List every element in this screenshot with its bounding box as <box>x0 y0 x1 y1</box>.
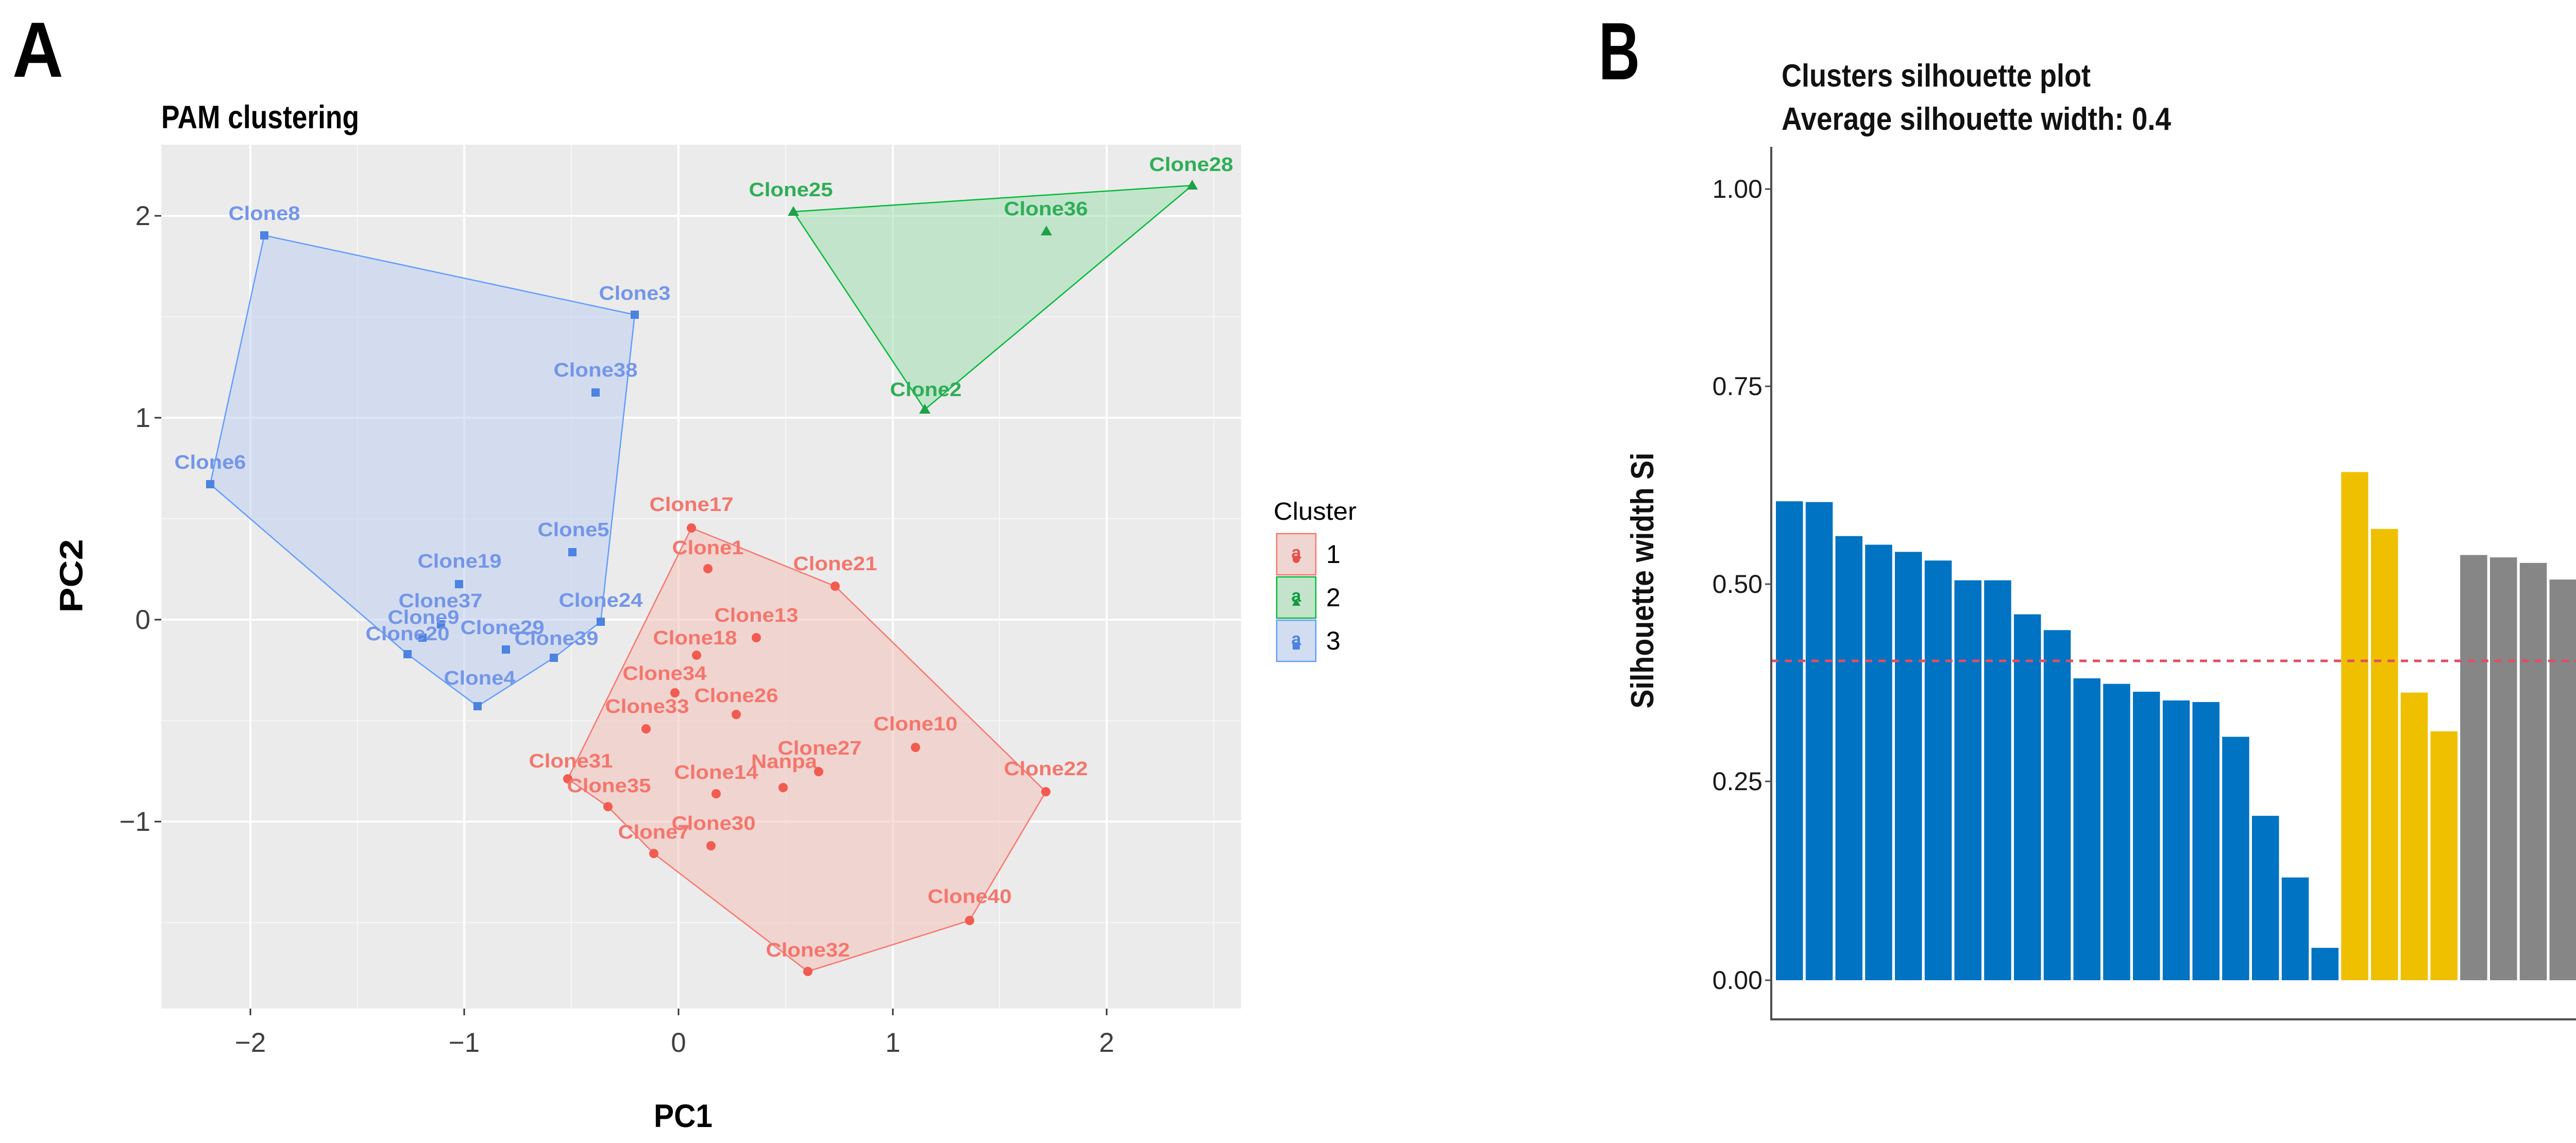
svg-text:Clone36: Clone36 <box>1004 198 1088 220</box>
svg-text:PC2: PC2 <box>54 539 90 613</box>
svg-text:2: 2 <box>135 201 150 231</box>
svg-text:0.25: 0.25 <box>1713 767 1762 796</box>
svg-text:0: 0 <box>135 605 150 635</box>
svg-text:Clone37: Clone37 <box>399 590 483 612</box>
svg-text:Clone9: Clone9 <box>388 607 460 628</box>
svg-text:0.50: 0.50 <box>1713 570 1762 599</box>
svg-text:Clone18: Clone18 <box>653 627 737 649</box>
svg-text:a: a <box>1292 543 1302 562</box>
svg-text:Clone29: Clone29 <box>461 617 545 639</box>
svg-text:Clone19: Clone19 <box>418 551 502 572</box>
svg-text:Clone32: Clone32 <box>766 940 850 961</box>
svg-text:Clone28: Clone28 <box>1149 154 1233 176</box>
svg-text:1: 1 <box>1326 540 1341 569</box>
svg-text:Clone39: Clone39 <box>515 628 599 650</box>
svg-text:−2: −2 <box>235 1028 266 1058</box>
svg-text:Clusters silhouette plot: Clusters silhouette plot <box>1782 58 2091 94</box>
svg-text:0.75: 0.75 <box>1713 372 1762 401</box>
svg-text:Cluster: Cluster <box>1274 498 1357 525</box>
svg-text:Nanpa: Nanpa <box>751 751 818 773</box>
svg-text:2: 2 <box>1326 583 1341 612</box>
svg-text:Clone4: Clone4 <box>444 668 516 689</box>
svg-text:Silhouette width Si: Silhouette width Si <box>1625 453 1660 709</box>
svg-text:PC1: PC1 <box>654 1098 713 1134</box>
svg-text:Average silhouette width: 0.4: Average silhouette width: 0.4 <box>1782 101 2171 137</box>
svg-text:Clone26: Clone26 <box>694 685 778 707</box>
svg-text:1: 1 <box>135 403 150 433</box>
svg-text:Clone38: Clone38 <box>554 360 638 381</box>
svg-text:Clone2: Clone2 <box>890 379 962 401</box>
svg-text:Clone27: Clone27 <box>778 738 862 759</box>
svg-text:a: a <box>1292 629 1302 649</box>
svg-text:Clone7: Clone7 <box>618 822 690 843</box>
svg-text:Clone10: Clone10 <box>874 713 958 735</box>
svg-text:0.00: 0.00 <box>1713 966 1762 995</box>
svg-text:A: A <box>12 6 63 94</box>
svg-text:0: 0 <box>671 1028 686 1058</box>
svg-text:Clone31: Clone31 <box>529 750 613 772</box>
svg-text:Clone34: Clone34 <box>623 663 707 685</box>
svg-text:3: 3 <box>1326 626 1341 655</box>
svg-text:Clone1: Clone1 <box>672 537 744 559</box>
svg-text:Clone17: Clone17 <box>650 494 734 516</box>
svg-text:−1: −1 <box>449 1028 480 1058</box>
svg-text:Clone21: Clone21 <box>793 553 877 575</box>
svg-text:a: a <box>1292 586 1302 606</box>
svg-text:2: 2 <box>1099 1028 1114 1058</box>
svg-text:Clone40: Clone40 <box>928 886 1012 908</box>
svg-text:Clone5: Clone5 <box>538 519 609 541</box>
svg-text:Clone22: Clone22 <box>1004 758 1088 780</box>
svg-text:B: B <box>1599 6 1640 97</box>
svg-text:Clone25: Clone25 <box>749 179 833 201</box>
svg-text:−1: −1 <box>120 807 150 837</box>
svg-text:Clone13: Clone13 <box>715 605 799 626</box>
svg-text:Clone14: Clone14 <box>674 762 758 783</box>
svg-text:Clone24: Clone24 <box>559 590 643 611</box>
svg-text:Clone20: Clone20 <box>366 623 450 645</box>
svg-text:Clone30: Clone30 <box>672 813 756 834</box>
svg-text:1.00: 1.00 <box>1713 175 1762 203</box>
svg-text:PAM clustering: PAM clustering <box>161 99 359 135</box>
svg-text:Clone8: Clone8 <box>229 203 300 225</box>
svg-text:Clone33: Clone33 <box>605 696 689 718</box>
svg-text:Clone6: Clone6 <box>175 452 246 473</box>
svg-text:1: 1 <box>885 1028 900 1058</box>
svg-text:Clone3: Clone3 <box>599 283 671 304</box>
svg-text:Clone35: Clone35 <box>567 775 651 797</box>
